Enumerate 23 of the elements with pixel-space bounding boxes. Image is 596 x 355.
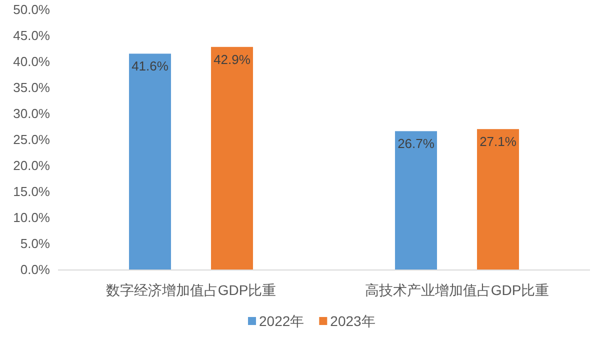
- bar: [477, 129, 519, 270]
- y-tick-label: 35.0%: [13, 80, 50, 95]
- y-tick-label: 15.0%: [13, 184, 50, 199]
- legend-label: 2023年: [330, 313, 376, 329]
- y-tick-label: 10.0%: [13, 210, 50, 225]
- data-label: 26.7%: [398, 136, 435, 152]
- data-label: 41.6%: [132, 58, 169, 74]
- y-tick-label: 0.0%: [20, 262, 50, 277]
- y-tick-label: 5.0%: [20, 236, 50, 251]
- y-tick-label: 45.0%: [13, 28, 50, 43]
- y-tick-label: 25.0%: [13, 132, 50, 147]
- bar: [129, 54, 171, 270]
- x-tick-label: 数字经济增加值占GDP比重: [106, 282, 276, 298]
- y-tick-label: 30.0%: [13, 106, 50, 121]
- bar: [211, 46, 253, 270]
- y-tick-label: 20.0%: [13, 158, 50, 173]
- data-label: 27.1%: [480, 134, 517, 150]
- data-label: 42.9%: [214, 52, 251, 67]
- y-tick-label: 50.0%: [13, 2, 50, 17]
- x-tick-label: 高技术产业增加值占GDP比重: [364, 282, 550, 298]
- y-tick-label: 40.0%: [13, 54, 50, 69]
- bar: [395, 131, 437, 270]
- legend-label: 2022年: [259, 313, 304, 329]
